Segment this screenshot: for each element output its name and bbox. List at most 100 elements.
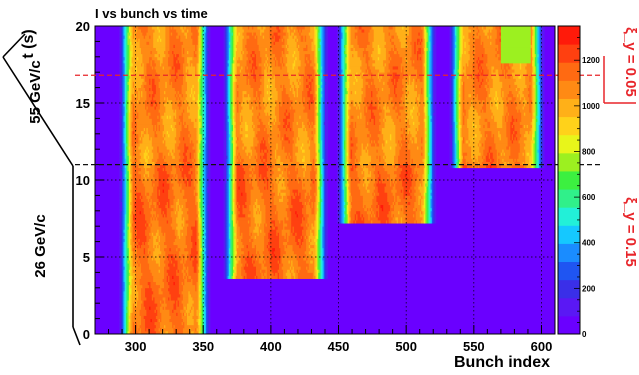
heatmap-cell: [193, 143, 197, 147]
heatmap-cell: [164, 167, 166, 172]
heatmap-cell: [231, 152, 234, 156]
heatmap-cell: [315, 176, 318, 181]
heatmap-cell: [342, 146, 345, 150]
heatmap-cell: [264, 253, 272, 258]
heatmap-cell: [377, 204, 380, 209]
heatmap-cell: [201, 170, 204, 175]
heatmap-cell: [122, 306, 124, 310]
heatmap-cell: [454, 161, 457, 165]
heatmap-cell: [491, 158, 495, 162]
heatmap-cell: [315, 232, 318, 236]
heatmap-cell: [169, 183, 174, 187]
heatmap-cell: [123, 183, 126, 187]
heatmap-cell: [205, 143, 208, 147]
heatmap-cell: [197, 318, 200, 323]
heatmap-cell: [362, 167, 369, 172]
heatmap-cell: [338, 183, 341, 187]
heatmap-cell: [410, 158, 412, 162]
heatmap-cell: [122, 161, 124, 165]
heatmap-cell: [272, 226, 276, 230]
heatmap-cell: [130, 281, 132, 286]
heatmap-cell: [339, 176, 342, 181]
heatmap-cell: [433, 161, 435, 165]
heatmap-cell: [320, 167, 323, 172]
heatmap-cell: [174, 300, 177, 304]
heatmap-cell: [197, 213, 200, 218]
heatmap-cell: [173, 281, 176, 286]
heatmap-cell: [207, 281, 210, 286]
heatmap-cell: [284, 149, 293, 153]
heatmap-cell: [427, 180, 430, 184]
heatmap-cell: [418, 198, 421, 202]
heatmap-cell: [326, 210, 329, 215]
heatmap-cell: [304, 235, 307, 239]
heatmap-cell: [223, 272, 226, 276]
heatmap-cell: [173, 192, 185, 196]
heatmap-cell: [349, 155, 352, 159]
heatmap-cell: [128, 207, 131, 212]
heatmap-cell: [421, 192, 425, 196]
heatmap-cell: [237, 253, 242, 258]
heatmap-cell: [349, 167, 352, 172]
heatmap-cell: [122, 257, 124, 261]
heatmap-cell: [242, 164, 251, 169]
heatmap-cell: [279, 235, 285, 239]
heatmap-cell: [131, 201, 134, 206]
heatmap-cell: [184, 216, 189, 221]
heatmap-cell: [123, 293, 126, 298]
heatmap-cell: [377, 139, 385, 144]
heatmap-cell: [231, 143, 234, 147]
heatmap-cell: [375, 139, 379, 144]
heatmap-cell: [141, 293, 146, 298]
heatmap-cell: [532, 155, 534, 159]
heatmap-cell: [127, 330, 130, 335]
heatmap-cell: [131, 275, 134, 279]
heatmap-cell: [228, 223, 231, 227]
heatmap-cell: [316, 143, 319, 147]
heatmap-cell: [270, 146, 277, 150]
heatmap-cell: [207, 287, 210, 292]
heatmap-cell: [434, 220, 437, 224]
heatmap-cell: [128, 155, 131, 159]
heatmap-cell: [306, 235, 308, 239]
heatmap-cell: [425, 183, 429, 187]
heatmap-cell: [168, 192, 174, 196]
heatmap-cell: [510, 152, 519, 156]
heatmap-cell: [189, 167, 196, 172]
heatmap-cell: [158, 253, 166, 258]
heatmap-cell: [326, 152, 329, 156]
heatmap-cell: [377, 213, 380, 218]
heatmap-cell: [145, 324, 157, 329]
heatmap-cell: [427, 143, 430, 147]
heatmap-cell: [145, 241, 149, 246]
heatmap-cell: [180, 309, 187, 313]
heatmap-cell: [315, 189, 318, 193]
heatmap-cell: [368, 216, 371, 221]
heatmap-cell: [123, 152, 126, 156]
heatmap-cell: [130, 152, 132, 156]
heatmap-cell: [200, 290, 203, 295]
heatmap-cell: [162, 189, 165, 193]
heatmap-cell: [119, 244, 122, 249]
heatmap-cell: [379, 170, 388, 175]
heatmap-cell: [150, 198, 153, 202]
heatmap-cell: [141, 263, 150, 267]
heatmap-cell: [322, 139, 325, 144]
heatmap-cell: [429, 192, 431, 196]
heatmap-cell: [127, 303, 130, 307]
heatmap-cell: [350, 192, 361, 196]
heatmap-cell: [318, 176, 320, 181]
heatmap-cell: [205, 161, 208, 165]
heatmap-cell: [204, 269, 207, 273]
heatmap-cell: [227, 204, 230, 209]
heatmap-cell: [235, 253, 238, 258]
heatmap-cell: [364, 216, 369, 221]
heatmap-cell: [145, 327, 147, 332]
heatmap-cell: [185, 204, 197, 209]
heatmap-cell: [369, 216, 379, 221]
heatmap-cell: [208, 241, 211, 246]
heatmap-cell: [361, 213, 364, 218]
heatmap-cell: [159, 260, 165, 264]
heatmap-cell: [195, 176, 197, 181]
heatmap-cell: [200, 164, 203, 169]
